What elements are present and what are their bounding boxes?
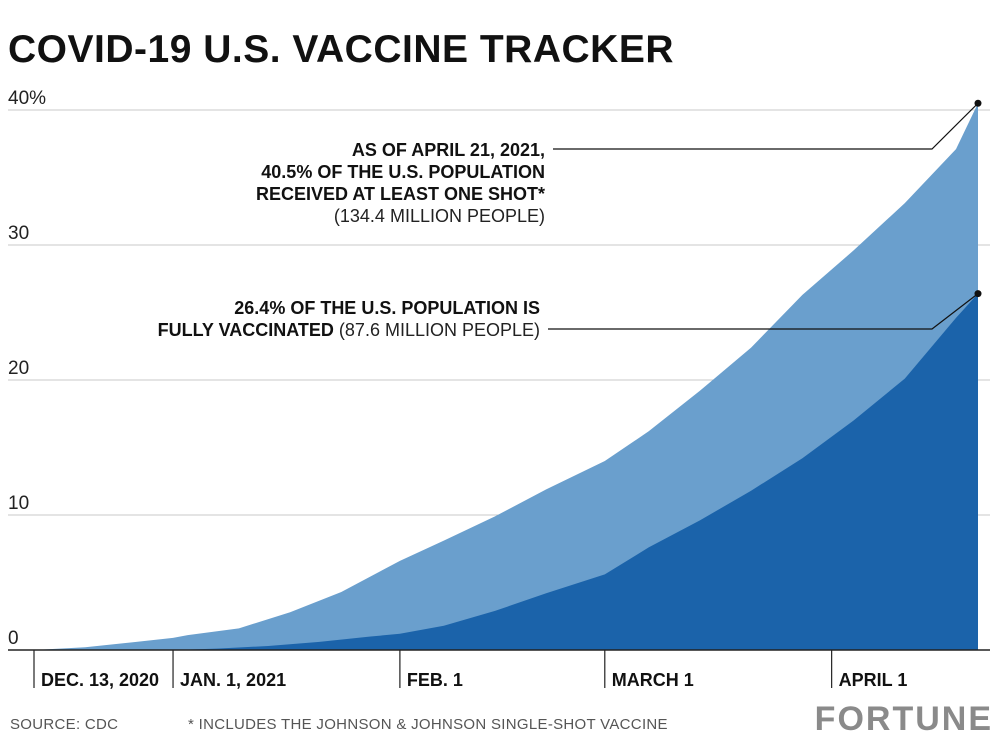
fortune-logo: FORTUNE <box>814 700 993 738</box>
callout-fully-vaccinated-leader-line <box>548 293 979 330</box>
x-tick-label-2021-01-01: JAN. 1, 2021 <box>180 670 286 690</box>
callout-at-least-one-leader-line <box>553 102 979 150</box>
area-fully-vaccinated <box>34 293 978 650</box>
source-note: SOURCE: CDC <box>10 716 119 733</box>
y-tick-label-0: 0 <box>8 628 19 649</box>
x-tick-label-2021-04-01: APRIL 1 <box>839 670 908 690</box>
callout-fully-vaccinated-text-line-2: FULLY VACCINATED (87.6 MILLION PEOPLE) <box>158 320 540 340</box>
callout-at-least-one-text-line-4: (134.4 MILLION PEOPLE) <box>334 206 545 226</box>
y-tick-label-30: 30 <box>8 223 29 244</box>
callout-fully-vaccinated-endpoint-dot <box>974 290 982 298</box>
x-tick-label-2020-12-13: DEC. 13, 2020 <box>41 670 159 690</box>
callout-fully-vaccinated-text-line-1: 26.4% OF THE U.S. POPULATION IS <box>234 298 540 318</box>
y-tick-label-40: 40% <box>8 88 46 109</box>
y-tick-label-20: 20 <box>8 358 29 379</box>
x-tick-label-2021-03-01: MARCH 1 <box>612 670 694 690</box>
callout-at-least-one-text-line-3: RECEIVED AT LEAST ONE SHOT* <box>256 184 545 204</box>
chart-title: COVID-19 U.S. VACCINE TRACKER <box>8 28 675 71</box>
footnote: * INCLUDES THE JOHNSON & JOHNSON SINGLE-… <box>188 716 668 733</box>
y-tick-label-10: 10 <box>8 493 29 514</box>
callout-at-least-one-endpoint-dot <box>974 99 982 107</box>
callout-at-least-one-text-line-2: 40.5% OF THE U.S. POPULATION <box>261 162 545 182</box>
callout-at-least-one-text-line-1: AS OF APRIL 21, 2021, <box>352 140 545 160</box>
x-tick-label-2021-02-01: FEB. 1 <box>407 670 463 690</box>
